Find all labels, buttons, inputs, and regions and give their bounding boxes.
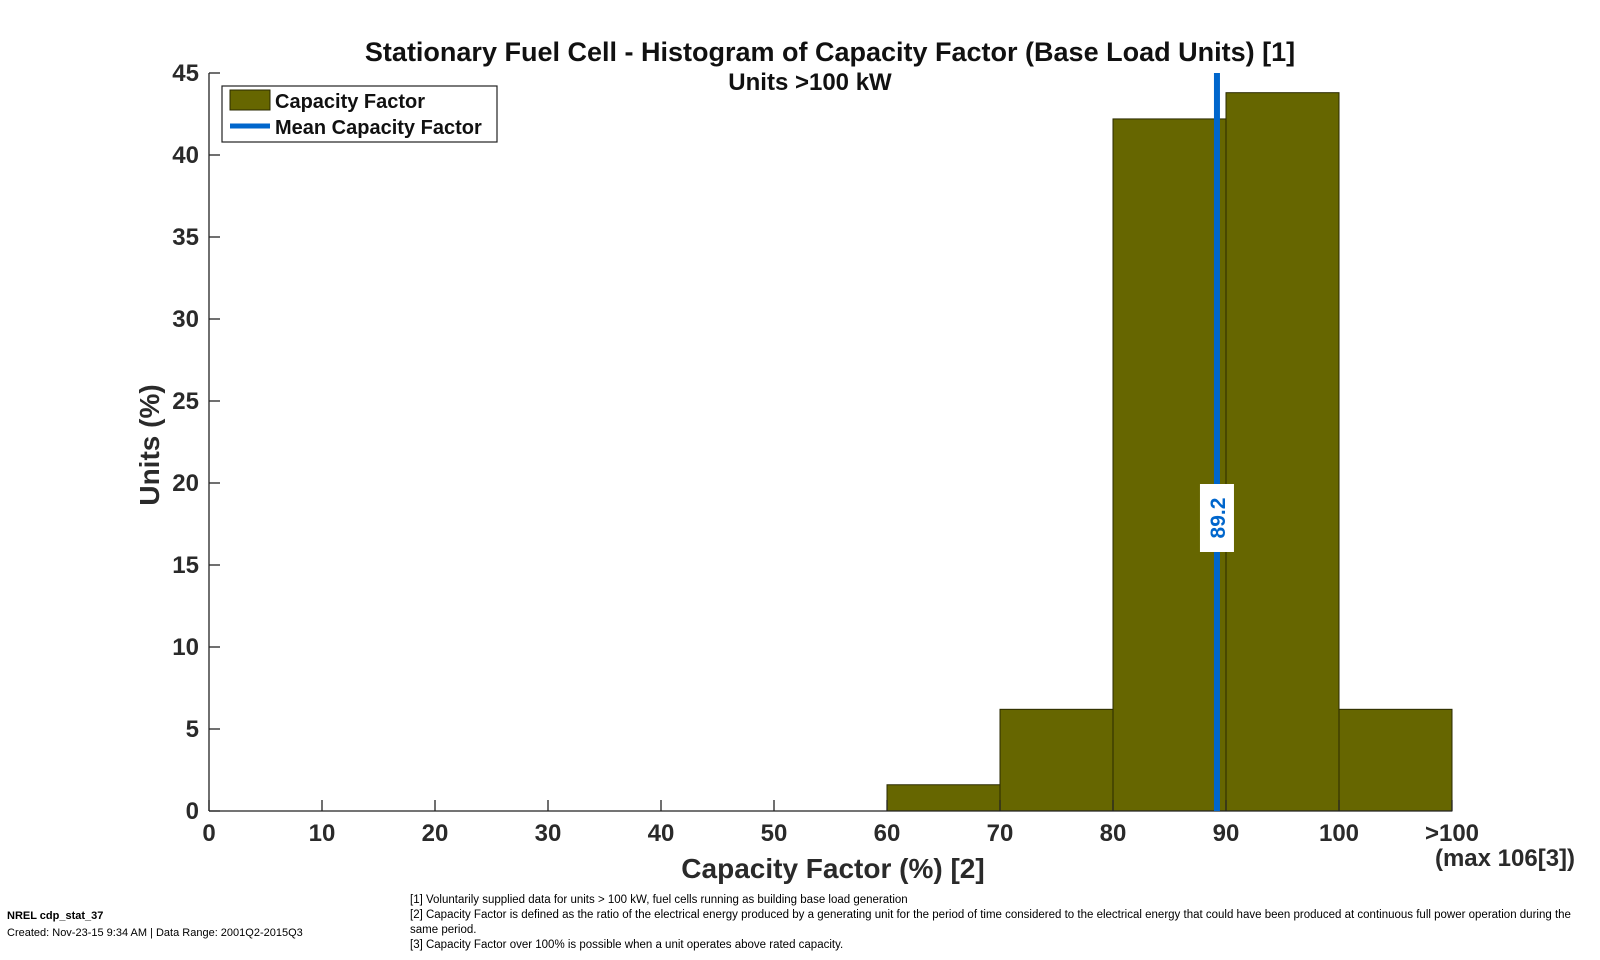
footnotes: [1] Voluntarily supplied data for units … <box>410 893 1590 953</box>
x-tick-label: 10 <box>309 820 336 847</box>
y-axis-label: Units (%) <box>134 384 165 505</box>
x-tick-label: 80 <box>1100 820 1127 847</box>
y-tick-label: 5 <box>186 716 199 743</box>
x-tick-label: 50 <box>761 820 788 847</box>
legend: Capacity Factor Mean Capacity Factor <box>221 85 498 143</box>
chart-subtitle: Units >100 kW <box>728 69 892 96</box>
x-tick-label: >100 <box>1425 820 1479 847</box>
histogram-bar-1 <box>999 708 1114 812</box>
x-tick-label: 30 <box>535 820 562 847</box>
y-tick-label: 10 <box>172 634 199 661</box>
mean-layer: 89.2 <box>1199 73 1234 811</box>
mean-label-box <box>1199 484 1234 552</box>
legend-label-mean: Mean Capacity Factor <box>275 117 482 139</box>
footer-created: Created: Nov-23-15 9:34 AM | Data Range:… <box>7 927 303 939</box>
x-extra-label: (max 106[3]) <box>1435 845 1575 872</box>
axes-layer: 0 5 10 15 20 25 30 35 40 45 0 10 20 30 40 50 60 70 80 90 100… <box>172 60 1575 872</box>
y-tick-label: 20 <box>172 470 199 497</box>
legend-label-capacity-factor: Capacity Factor <box>275 91 425 113</box>
legend-swatch-capacity-factor <box>229 89 271 111</box>
footer-id: NREL cdp_stat_37 <box>7 910 104 922</box>
footnote-1: [1] Voluntarily supplied data for units … <box>410 894 908 906</box>
x-tick-label: 20 <box>422 820 449 847</box>
histogram-bar-0 <box>886 784 1001 812</box>
x-tick-label: 90 <box>1213 820 1240 847</box>
histogram-bar-3 <box>1225 92 1340 812</box>
x-tick-label: 60 <box>874 820 901 847</box>
bars-layer <box>886 92 1453 812</box>
chart-title: Stationary Fuel Cell - Histogram of Capa… <box>365 37 1295 67</box>
x-axis-label: Capacity Factor (%) [2] <box>681 853 984 884</box>
mean-value-label: 89.2 <box>1207 498 1230 539</box>
histogram-bar-4 <box>1338 708 1453 812</box>
x-tick-label: 40 <box>648 820 675 847</box>
x-tick-label: 70 <box>987 820 1014 847</box>
y-tick-label: 35 <box>172 224 199 251</box>
y-tick-label: 30 <box>172 306 199 333</box>
y-tick-label: 25 <box>172 388 199 415</box>
y-tick-label: 40 <box>172 142 199 169</box>
footnote-2: [2] Capacity Factor is defined as the ra… <box>410 909 1571 936</box>
footnote-3: [3] Capacity Factor over 100% is possibl… <box>410 939 844 951</box>
x-tick-label: 100 <box>1319 820 1359 847</box>
x-tick-label: 0 <box>202 820 215 847</box>
y-tick-label: 0 <box>186 798 199 825</box>
y-tick-label: 15 <box>172 552 199 579</box>
y-tick-label: 45 <box>172 60 199 87</box>
footer-meta: NREL cdp_stat_37 Created: Nov-23-15 9:34… <box>7 908 303 942</box>
histogram-bar-2 <box>1112 118 1227 812</box>
